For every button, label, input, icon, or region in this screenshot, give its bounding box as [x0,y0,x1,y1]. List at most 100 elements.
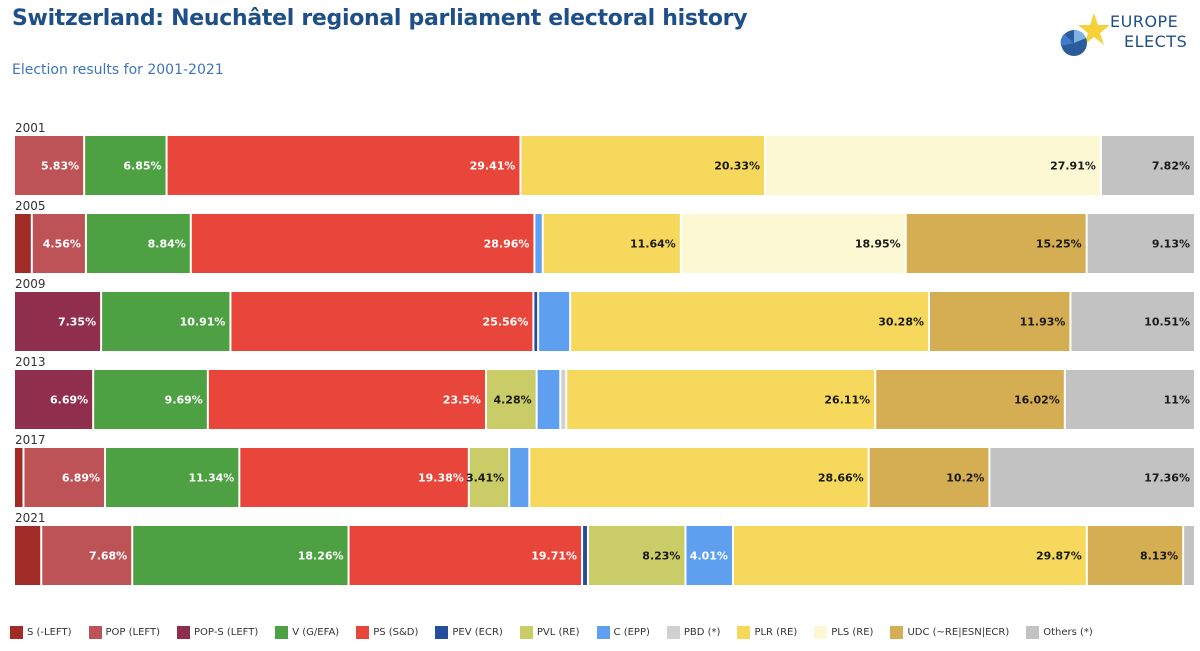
legend-label: V (G/EFA) [292,626,340,638]
bar-segment [1101,136,1194,195]
legend-swatch [356,625,370,639]
bar-segment [24,448,105,507]
legend-label: UDC (~RE|ESN|ECR) [907,626,1010,638]
legend-item: PS (S&D) [356,625,418,639]
bar-segment [521,136,765,195]
data-label: 4.28% [493,394,531,407]
legend-label: C (EPP) [613,626,650,638]
data-label: 28.66% [818,472,864,485]
bar-segment [106,448,239,507]
chart-legend: S (-LEFT) POP (LEFT) POP-S (LEFT) V (G/EFA)… [10,622,1190,642]
data-label: 5.83% [41,160,79,173]
logo-text-elects: ELECTS [1124,32,1188,51]
data-label: 11.34% [189,472,235,485]
bar-segment [510,448,529,507]
legend-label: S (-LEFT) [27,626,72,638]
year-label: 2001 [15,121,46,135]
legend-swatch [737,625,751,639]
stacked-bar-chart: 2001 5.83% 6.85% 29.41% 20.33% 27.91% 7.82% 200… [15,121,1194,585]
bar-segment [86,214,190,273]
legend-swatch [596,625,610,639]
legend-label: PEV (ECR) [452,626,503,638]
bar-segment [681,214,905,273]
year-label: 2021 [15,511,46,525]
europe-elects-logo: EUROPE ELECTS [1056,10,1190,60]
logo-emblem-icon [1060,13,1110,56]
bar-segment [208,370,485,429]
bar-segment [930,292,1070,351]
data-label: 15.25% [1036,238,1082,251]
bar-segment [534,292,538,351]
legend-item: PVL (RE) [519,625,580,639]
bar-segment [486,370,536,429]
legend-item: PLR (RE) [737,625,798,639]
bar-segment [539,292,570,351]
legend-swatch [435,625,449,639]
bar-segment [1087,526,1183,585]
bar-segment [15,526,41,585]
data-label: 20.33% [714,160,760,173]
data-label: 23.5% [443,394,481,407]
bar-segment [733,526,1086,585]
bar-segment [94,370,207,429]
bar-segment [567,370,875,429]
bar-segment [240,448,468,507]
bar-segment [15,292,101,351]
legend-swatch [177,625,191,639]
bar-segment [191,214,534,273]
data-label: 27.91% [1050,160,1096,173]
legend-item: C (EPP) [596,625,650,639]
chart-subtitle: Election results for 2001-2021 [12,62,224,78]
legend-swatch [275,625,289,639]
data-label: 3.41% [466,472,504,485]
data-label: 11.93% [1020,316,1066,329]
bar-segment [1071,292,1194,351]
legend-label: PBD (*) [683,626,721,638]
year-label: 2009 [15,277,46,291]
legend-item: PBD (*) [666,625,721,639]
data-label: 28.96% [484,238,530,251]
data-label: 4.56% [43,238,81,251]
bar-segment [15,448,23,507]
data-label: 10.2% [946,472,984,485]
bar-segment [535,214,542,273]
year-label: 2005 [15,199,46,213]
bar-segment [571,292,929,351]
bar-segment [561,370,566,429]
bar-segment [15,370,93,429]
bar-segment [530,448,868,507]
data-label: 10.91% [180,316,226,329]
data-label: 6.89% [62,472,100,485]
bar-segment [133,526,348,585]
legend-label: PVL (RE) [536,626,580,638]
data-label: 7.35% [58,316,96,329]
legend-item: POP (LEFT) [88,625,160,639]
data-label: 8.13% [1140,550,1178,563]
data-label: 9.69% [165,394,203,407]
bar-segment [85,136,166,195]
legend-item: PLS (RE) [814,625,873,639]
legend-swatch [814,625,828,639]
legend-swatch [519,625,533,639]
data-label: 6.85% [123,160,161,173]
bar-segment [469,448,509,507]
data-label: 18.95% [855,238,901,251]
legend-label: PLR (RE) [754,626,798,638]
data-label: 30.28% [878,316,924,329]
data-label: 7.82% [1152,160,1190,173]
data-label: 29.87% [1036,550,1082,563]
data-label: 19.38% [418,472,464,485]
data-label: 9.13% [1152,238,1190,251]
legend-swatch [88,625,102,639]
legend-item: PEV (ECR) [435,625,503,639]
legend-label: Others (*) [1043,626,1093,638]
bar-segment [1087,214,1194,273]
data-label: 8.23% [642,550,680,563]
data-label: 17.36% [1144,472,1190,485]
bar-segment [15,214,31,273]
data-label: 19.71% [531,550,577,563]
bar-segment [906,214,1086,273]
bar-segment [583,526,587,585]
year-label: 2013 [15,355,46,369]
logo-text-europe: EUROPE [1110,12,1179,31]
